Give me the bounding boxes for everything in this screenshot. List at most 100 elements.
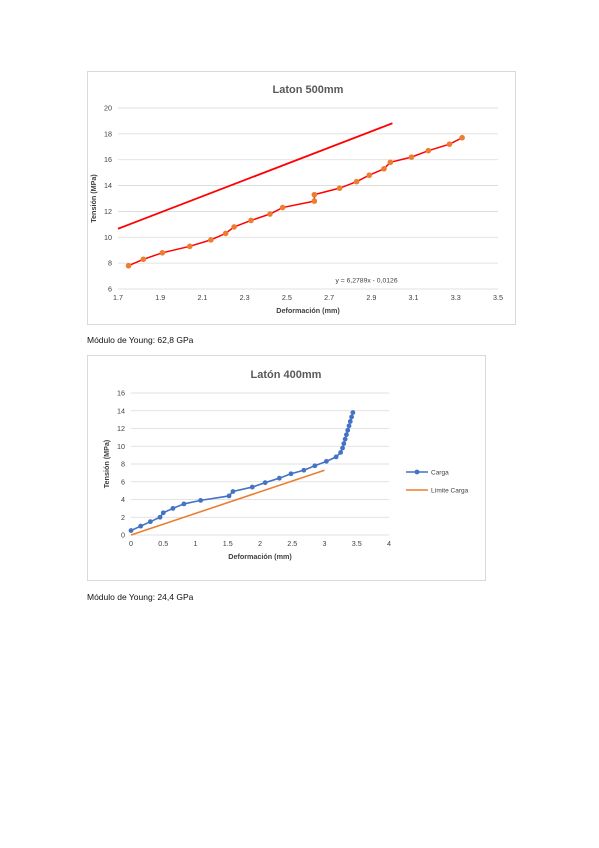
data-point	[248, 217, 254, 224]
y-tick-label: 20	[104, 104, 112, 113]
data-point-carga	[160, 510, 166, 516]
chart-title: Laton 500mm	[273, 84, 344, 96]
x-tick-label: 2.7	[324, 293, 334, 302]
y-tick-label: 10	[104, 233, 112, 242]
data-point-carga	[347, 419, 353, 424]
chart2-svg: Latón 400mm 0 2 4 6 8 10 12 14 16 0 0.5 1 1.5 2 2.5 3 3.5…	[102, 369, 469, 561]
data-point-carga	[157, 514, 163, 520]
y-tick-label: 16	[104, 155, 112, 164]
x-tick-label: 3.5	[352, 539, 362, 548]
chart-laton-400mm: Latón 400mm 0 2 4 6 8 10 12 14 16 0 0.5 1 1.5 2 2.5 3 3.5…	[87, 355, 486, 581]
data-point-carga	[301, 467, 307, 473]
data-point-carga	[276, 475, 282, 481]
x-tick-label: 2.5	[282, 293, 292, 302]
x-tick-label: 2.3	[240, 293, 250, 302]
data-point-carga	[128, 528, 134, 533]
data-point	[381, 165, 387, 172]
data-point	[311, 198, 318, 204]
y-tick-label: 12	[117, 424, 125, 433]
data-point	[459, 134, 465, 141]
y-tick-label: 6	[121, 477, 125, 486]
y-axis-label: Tensión (MPa)	[89, 174, 98, 223]
data-point-carga	[138, 523, 144, 529]
x-axis-label: Deformación (mm)	[228, 552, 292, 561]
y-tick-label: 12	[104, 207, 112, 216]
y-tick-label: 8	[121, 460, 125, 469]
data-point-carga	[262, 480, 268, 486]
y-tick-label: 14	[117, 406, 125, 415]
data-point-carga	[341, 441, 347, 446]
data-point	[186, 243, 193, 250]
x-tick-label: 2.1	[197, 293, 207, 302]
x-tick-label: 2.5	[287, 539, 297, 548]
y-tick-label: 0	[121, 531, 125, 540]
data-point	[267, 211, 273, 217]
data-point-carga	[181, 501, 187, 507]
x-tick-label: 2.9	[366, 293, 376, 302]
x-tick-label: 1.5	[223, 539, 233, 548]
data-point-carga	[147, 519, 153, 525]
data-point-carga	[344, 432, 349, 438]
data-point-carga	[288, 471, 294, 477]
data-point	[208, 237, 214, 243]
y-tick-label: 2	[121, 513, 125, 522]
chart1-svg: Laton 500mm 6 8 10 12 14 16 18 20 1.7 1.9 2.1 2.3 2.5…	[89, 84, 503, 315]
x-tick-label: 1.7	[113, 293, 123, 302]
data-point	[336, 185, 343, 191]
x-tick-label: 1.9	[155, 293, 165, 302]
data-point-carga	[198, 497, 204, 503]
young-modulus-caption-500mm: Módulo de Young: 62,8 GPa	[87, 335, 194, 345]
data-point	[140, 256, 147, 263]
data-point	[425, 147, 432, 154]
chart-laton-500mm: Laton 500mm 6 8 10 12 14 16 18 20 1.7 1.9 2.1 2.3 2.5…	[87, 71, 516, 325]
data-point-carga	[226, 493, 232, 499]
data-point	[222, 230, 229, 237]
x-tick-label: 0	[129, 539, 133, 548]
data-point	[125, 262, 132, 269]
chart-title: Latón 400mm	[251, 369, 322, 381]
y-tick-label: 18	[104, 129, 112, 138]
x-tick-label: 3.5	[493, 293, 503, 302]
data-point-carga	[324, 458, 329, 464]
series-line-limite-carga	[130, 469, 325, 536]
data-point	[353, 178, 360, 185]
data-point-carga	[342, 436, 348, 442]
legend-marker-carga	[414, 469, 420, 475]
y-tick-label: 8	[108, 259, 112, 268]
data-point	[387, 159, 394, 166]
data-point-carga	[340, 445, 345, 451]
fit-line	[117, 122, 393, 230]
legend-label-carga: Carga	[431, 470, 449, 477]
data-point	[446, 141, 453, 147]
young-modulus-caption-400mm: Módulo de Young: 24,4 GPa	[87, 592, 194, 602]
data-point-carga	[249, 484, 255, 490]
data-point-carga	[333, 454, 339, 460]
data-point-carga	[345, 427, 351, 433]
trendline-equation: y = 6,2789x - 0,0126	[335, 278, 397, 285]
x-tick-label: 2	[258, 539, 262, 548]
data-point-carga	[312, 463, 318, 469]
data-point-carga	[346, 423, 352, 429]
y-tick-label: 4	[121, 495, 125, 504]
x-tick-label: 3.3	[451, 293, 461, 302]
data-point-carga	[170, 505, 176, 511]
x-axis-label: Deformación (mm)	[276, 306, 340, 315]
data-point	[311, 191, 318, 198]
data-point-carga	[338, 450, 344, 455]
legend-label-limite: Límite Carga	[431, 488, 469, 495]
data-point-carga	[350, 410, 356, 415]
data-point	[279, 204, 286, 211]
x-tick-label: 3.1	[409, 293, 419, 302]
y-tick-label: 6	[108, 285, 112, 294]
y-axis-label: Tensión (MPa)	[102, 439, 111, 488]
data-point-carga	[349, 414, 354, 420]
x-tick-label: 3	[323, 539, 327, 548]
data-point	[159, 250, 166, 256]
x-tick-label: 4	[387, 539, 391, 548]
data-point-carga	[230, 489, 236, 494]
data-point	[408, 154, 415, 160]
x-tick-label: 1	[194, 539, 198, 548]
y-tick-label: 14	[104, 181, 112, 190]
y-tick-label: 16	[117, 389, 125, 398]
data-point	[231, 224, 237, 230]
